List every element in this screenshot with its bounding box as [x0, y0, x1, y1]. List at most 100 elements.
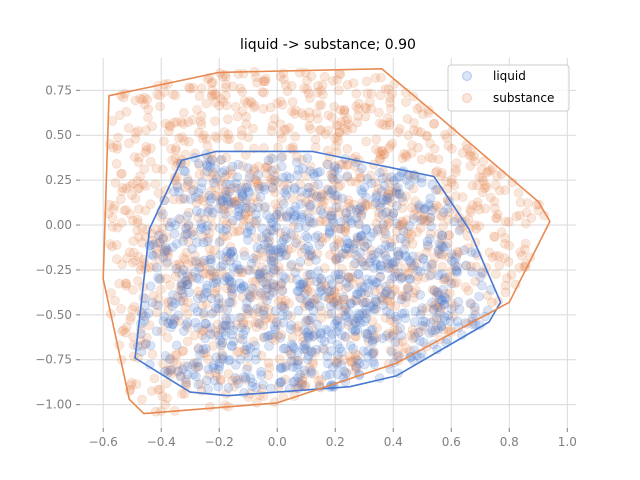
data-point-liquid: [345, 340, 356, 351]
data-point-substance: [221, 82, 231, 93]
data-point-substance: [297, 155, 308, 165]
data-point-substance: [183, 237, 194, 247]
data-point-substance: [362, 88, 373, 99]
data-point-liquid: [193, 188, 203, 198]
data-point-substance: [214, 101, 224, 111]
data-point-substance: [149, 261, 159, 271]
data-point-substance: [296, 378, 307, 389]
data-point-substance: [128, 285, 138, 295]
data-point-substance: [295, 67, 305, 78]
data-point-substance: [383, 328, 393, 339]
data-point-substance: [194, 169, 205, 180]
data-point-substance: [207, 89, 217, 100]
data-point-substance: [238, 317, 249, 328]
data-point-substance: [202, 298, 212, 309]
data-point-substance: [218, 205, 228, 215]
data-point-substance: [263, 243, 273, 253]
data-point-substance: [281, 210, 292, 220]
data-point-substance: [222, 283, 232, 294]
data-point-liquid: [200, 333, 211, 344]
data-point-substance: [427, 258, 438, 269]
data-point-substance: [356, 211, 366, 222]
data-point-substance: [256, 350, 267, 361]
data-point-substance: [309, 295, 319, 305]
data-point-liquid: [193, 158, 204, 169]
data-point-substance: [166, 369, 177, 379]
data-point-liquid: [329, 241, 339, 252]
data-point-substance: [336, 117, 346, 127]
data-point-substance: [429, 119, 439, 129]
data-point-substance: [164, 365, 175, 376]
data-point-substance: [356, 172, 366, 183]
data-point-substance: [470, 220, 480, 230]
data-point-substance: [155, 90, 165, 101]
data-point-substance: [233, 142, 244, 152]
data-point-substance: [236, 267, 247, 278]
data-point-substance: [463, 243, 473, 253]
data-point-substance: [375, 272, 386, 282]
data-point-substance: [283, 179, 293, 190]
data-point-substance: [308, 331, 319, 341]
data-point-liquid: [261, 284, 272, 295]
data-point-substance: [439, 274, 450, 285]
data-point-substance: [342, 79, 353, 90]
data-point-liquid: [213, 303, 224, 314]
data-point-substance: [229, 197, 239, 207]
data-point-substance: [417, 109, 428, 119]
data-point-substance: [238, 319, 248, 330]
data-point-substance: [500, 280, 511, 291]
data-point-substance: [270, 281, 281, 292]
data-point-liquid: [377, 333, 388, 344]
data-point-liquid: [188, 369, 199, 380]
data-point-substance: [398, 196, 408, 207]
data-point-substance: [426, 263, 437, 273]
data-point-substance: [383, 217, 394, 228]
data-point-liquid: [404, 255, 415, 266]
data-point-substance: [343, 119, 354, 130]
data-point-substance: [370, 73, 381, 83]
data-point-substance: [425, 229, 436, 239]
data-point-substance: [348, 78, 359, 88]
data-point-substance: [339, 300, 350, 310]
data-point-substance: [393, 127, 404, 137]
data-point-substance: [374, 212, 384, 222]
data-point-liquid: [243, 352, 254, 362]
data-point-substance: [143, 104, 153, 115]
data-point-substance: [180, 194, 190, 204]
data-point-liquid: [314, 301, 325, 312]
data-point-substance: [302, 75, 312, 86]
data-point-substance: [273, 142, 283, 153]
data-point-substance: [332, 194, 343, 204]
data-point-liquid: [199, 255, 209, 266]
data-point-substance: [317, 199, 328, 210]
data-point-substance: [175, 285, 185, 296]
data-point-substance: [125, 247, 135, 258]
data-point-liquid: [255, 267, 266, 278]
data-point-substance: [346, 248, 357, 258]
data-point-substance: [310, 142, 321, 153]
data-point-substance: [378, 293, 388, 304]
data-point-liquid: [356, 232, 366, 242]
data-point-liquid: [243, 163, 253, 173]
data-point-substance: [162, 298, 173, 308]
data-point-substance: [252, 197, 263, 207]
data-point-substance: [434, 298, 445, 308]
data-point-liquid: [300, 288, 310, 299]
data-point-substance: [182, 269, 193, 279]
data-point-substance: [119, 325, 129, 335]
data-point-substance: [201, 98, 212, 109]
data-point-liquid: [342, 171, 353, 181]
data-point-substance: [275, 96, 286, 107]
data-point-substance: [342, 114, 353, 124]
data-point-substance: [274, 246, 284, 256]
data-point-liquid: [279, 187, 290, 198]
data-point-substance: [217, 180, 227, 191]
data-point-substance: [108, 204, 119, 214]
data-point-substance: [394, 220, 405, 231]
data-point-substance: [353, 233, 364, 243]
data-point-substance: [296, 192, 307, 203]
data-point-liquid: [244, 265, 255, 276]
data-point-liquid: [214, 358, 225, 369]
data-point-liquid: [230, 373, 240, 383]
data-point-substance: [132, 217, 143, 228]
